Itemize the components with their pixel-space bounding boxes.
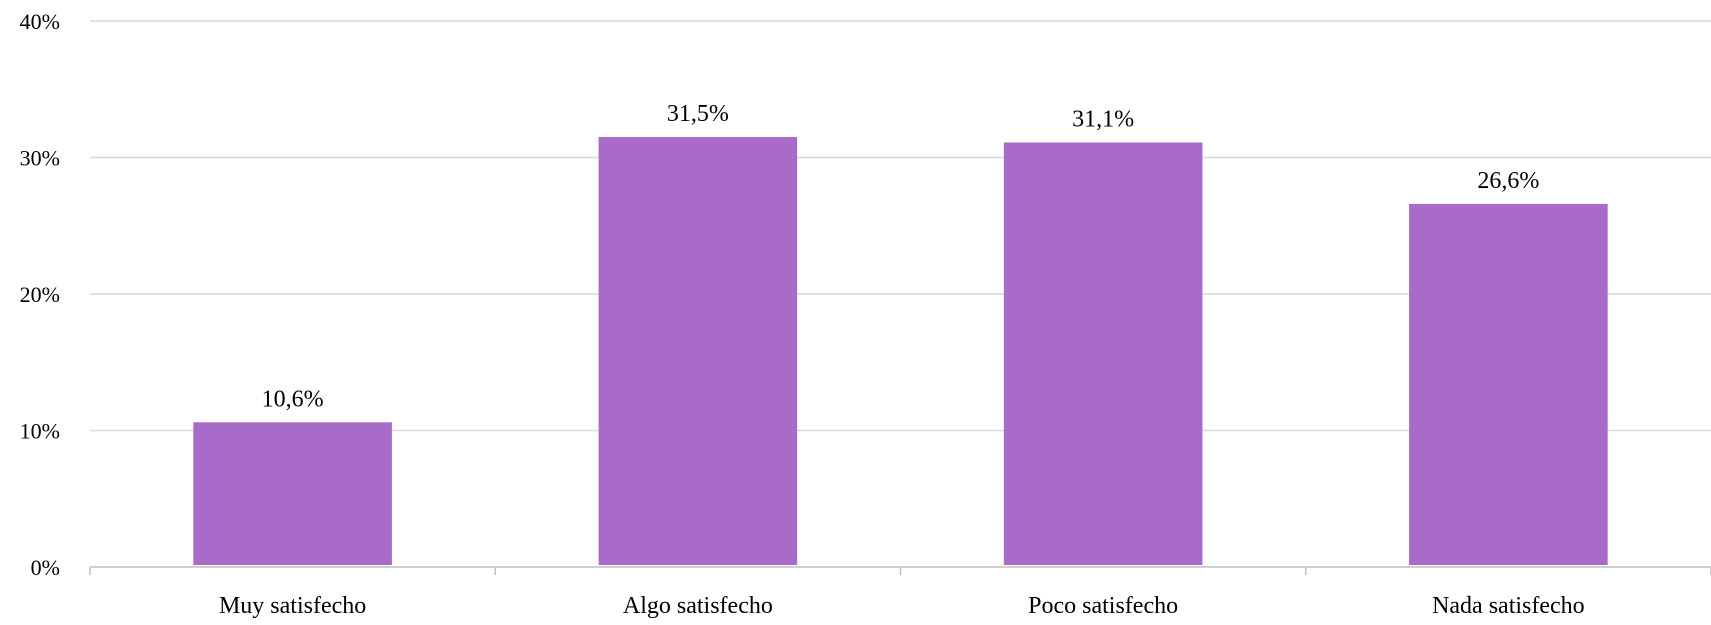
labels: 0% 10% 20% 30% 40% 10,6% Muy satisfecho 31,5% Al… bbox=[20, 9, 1585, 619]
bar bbox=[193, 422, 392, 565]
y-tick-label: 10% bbox=[20, 419, 60, 444]
data-label: 26,6% bbox=[1477, 168, 1539, 194]
data-label: 31,1% bbox=[1072, 106, 1134, 132]
bar bbox=[1409, 203, 1608, 565]
x-category-label: Poco satisfecho bbox=[1028, 593, 1178, 619]
y-tick-label: 0% bbox=[31, 555, 60, 580]
x-category-label: Nada satisfecho bbox=[1432, 593, 1585, 619]
bars bbox=[193, 137, 1608, 566]
y-tick-label: 30% bbox=[20, 146, 60, 171]
bar bbox=[1003, 142, 1203, 566]
data-label: 31,5% bbox=[667, 101, 729, 127]
data-label: 10,6% bbox=[262, 386, 324, 412]
y-tick-label: 40% bbox=[20, 9, 60, 34]
y-tick-label: 20% bbox=[20, 282, 60, 307]
x-axis bbox=[89, 566, 1711, 575]
x-category-label: Algo satisfecho bbox=[623, 593, 773, 619]
x-category-label: Muy satisfecho bbox=[219, 593, 366, 619]
bar bbox=[598, 137, 798, 565]
